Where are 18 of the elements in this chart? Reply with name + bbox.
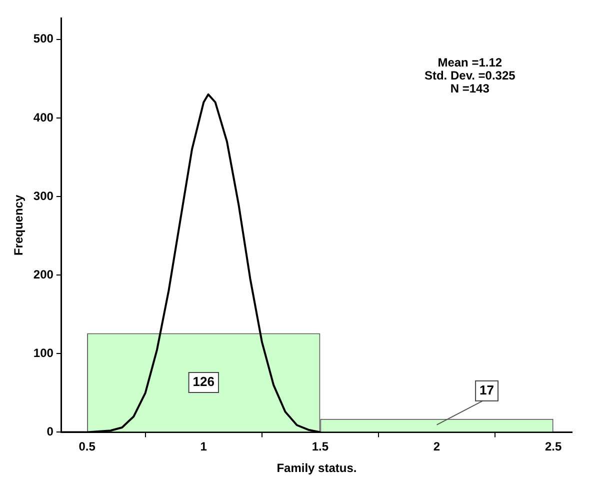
annotation: Mean =1.12 (438, 56, 502, 70)
y-tick-label: 300 (33, 188, 54, 203)
x-tick-label: 2 (433, 440, 440, 454)
x-tick-label: 2.5 (545, 440, 562, 454)
data-label: 17 (480, 382, 494, 398)
y-tick-label: 400 (33, 110, 54, 124)
y-axis-title: Frequency (12, 194, 26, 256)
y-tick-label: 0 (46, 424, 54, 439)
x-tick-label: 1.5 (312, 440, 329, 454)
data-label: 126 (192, 374, 214, 390)
x-axis-title: Family status. (276, 461, 357, 476)
y-tick-label: 100 (33, 346, 54, 360)
x-tick-label: 0.5 (78, 440, 96, 454)
y-tick-label: 500 (33, 32, 54, 46)
y-tick-label: 200 (33, 267, 54, 282)
annotation: Std. Dev. =0.325 (424, 68, 516, 83)
x-tick-label: 1 (200, 440, 208, 454)
annotation: N =143 (450, 82, 490, 96)
